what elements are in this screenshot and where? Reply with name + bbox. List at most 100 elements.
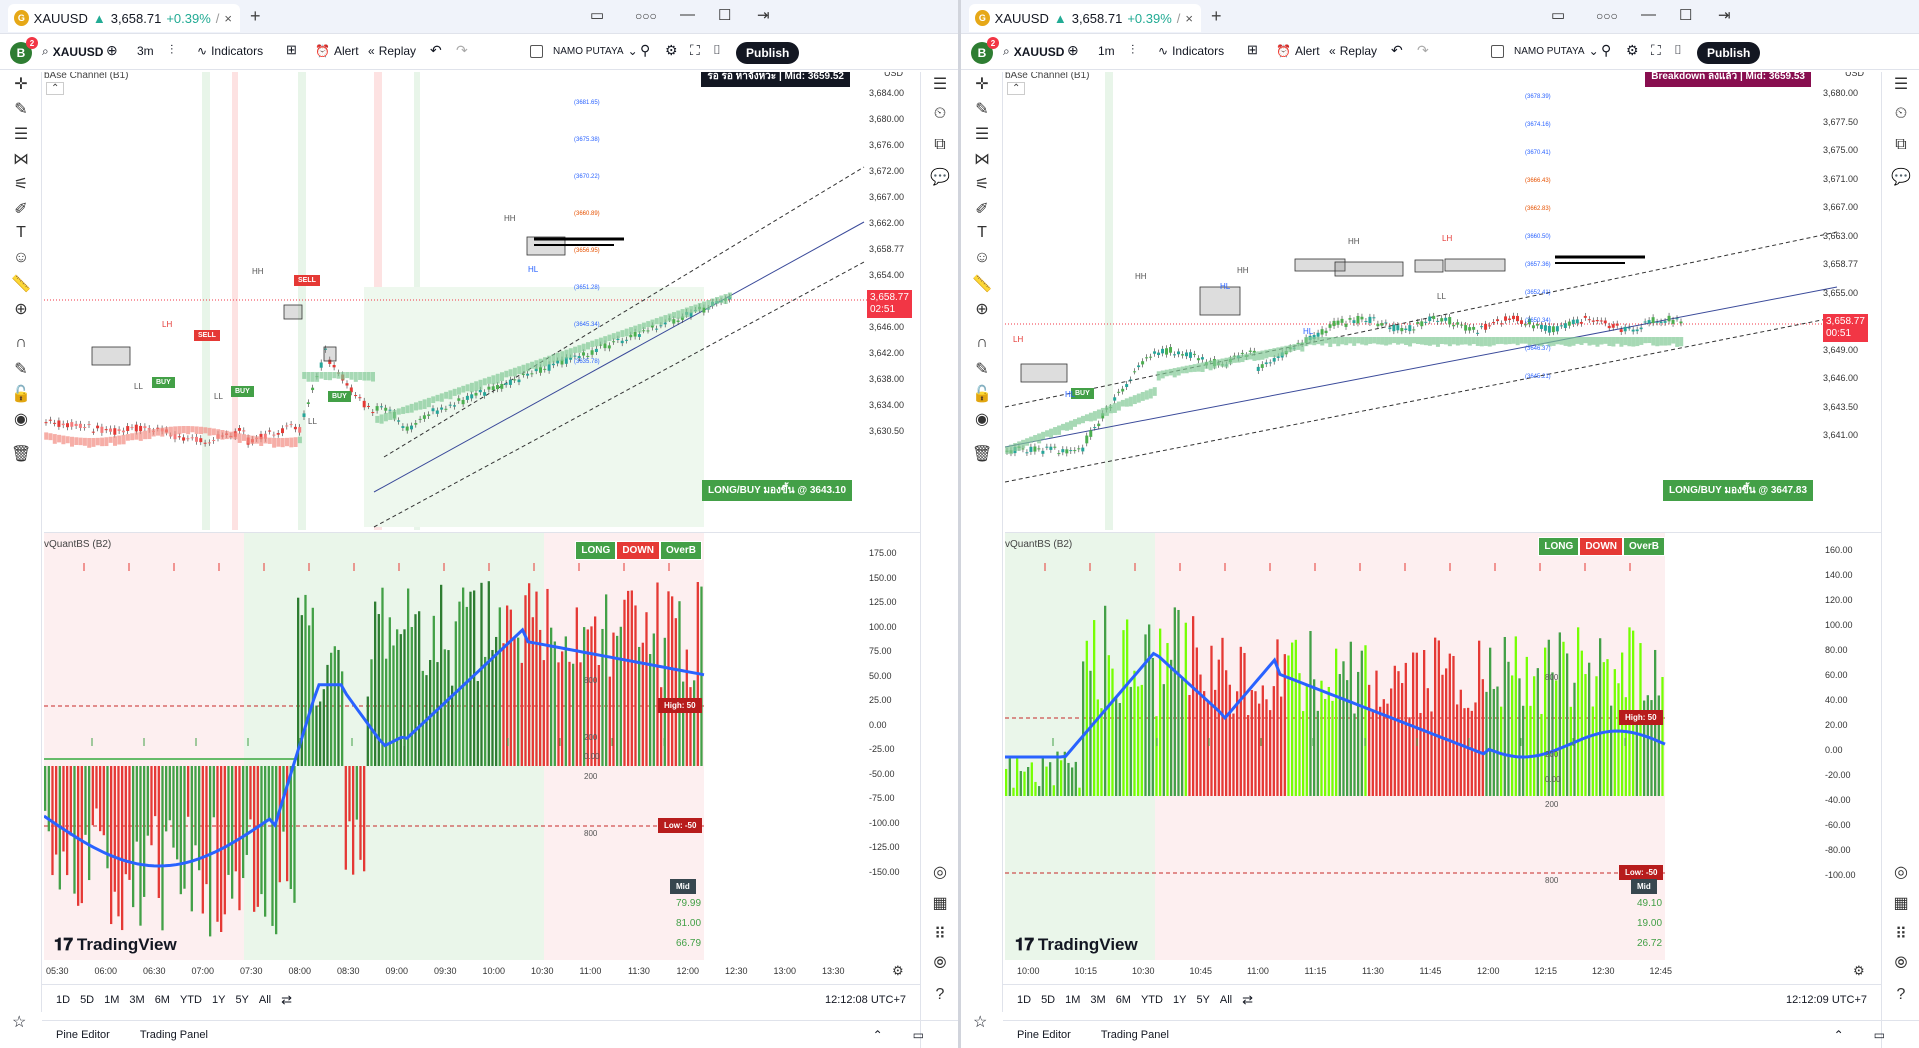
target-icon[interactable]: ◎ — [933, 864, 947, 881]
crosshair-icon[interactable]: ✛ — [975, 76, 989, 93]
quick-search-icon[interactable]: ⚲ — [640, 42, 651, 58]
range-button[interactable]: All — [258, 993, 272, 1006]
replay-button[interactable]: «Replay — [368, 44, 416, 58]
help-icon[interactable]: ? — [1896, 986, 1906, 1003]
fullscreen-icon[interactable]: ⛶ — [690, 42, 700, 58]
screen-icon[interactable]: ▭ — [590, 7, 605, 24]
range-button[interactable]: 3M — [1090, 993, 1106, 1006]
chat-icon[interactable]: 💬 — [930, 169, 950, 186]
trash-icon[interactable]: 🗑 — [972, 446, 993, 463]
settings-icon[interactable]: ⚙ — [1626, 42, 1639, 58]
undo-icon[interactable]: ↶ — [1391, 42, 1403, 58]
calendar-icon[interactable]: ▦ — [932, 895, 948, 912]
range-button[interactable]: All — [1219, 993, 1233, 1006]
screen-icon[interactable]: ▭ — [1551, 7, 1566, 24]
trend-line-icon[interactable]: ✎ — [975, 101, 989, 118]
date-range-icon[interactable]: ⇄ — [1242, 991, 1254, 1007]
collapse-chevron-icon[interactable]: ⌃ — [46, 82, 65, 95]
alert-button[interactable]: ⏰ Alert — [1276, 44, 1320, 58]
range-button[interactable]: YTD — [1140, 993, 1163, 1006]
axis-settings-icon[interactable]: ⚙ — [892, 963, 904, 978]
clock-icon[interactable]: ⏲ — [933, 105, 947, 122]
tab-close-icon[interactable]: × — [1185, 10, 1193, 26]
collapse-panel-icon[interactable]: ⌃ — [872, 1027, 883, 1042]
fib-icon[interactable]: ☰ — [13, 126, 29, 143]
broadcast-icon[interactable]: ⦾ — [1894, 955, 1908, 972]
range-button[interactable]: 5D — [1041, 993, 1056, 1006]
redo-icon[interactable]: ↷ — [1417, 42, 1429, 58]
snapshot-icon[interactable]: ⌷ — [1674, 42, 1682, 57]
brush-icon[interactable]: ✐ — [14, 201, 28, 218]
layout-selector[interactable]: NAMO PUTAYA ⌄ — [530, 44, 638, 58]
apps-icon[interactable]: ⠿ — [934, 926, 946, 943]
compare-add-icon[interactable]: ⊕ — [1067, 42, 1079, 58]
watchlist-icon[interactable]: ☰ — [932, 76, 948, 93]
range-button[interactable]: 1M — [104, 993, 120, 1006]
magnet-icon[interactable]: ∩ — [15, 334, 27, 351]
crosshair-icon[interactable]: ✛ — [14, 76, 28, 93]
range-button[interactable]: YTD — [179, 993, 202, 1006]
lock-drawings-icon[interactable]: ✎ — [14, 361, 28, 378]
layout-checkbox[interactable] — [1491, 44, 1504, 58]
target-icon[interactable]: ◎ — [1894, 864, 1908, 881]
help-icon[interactable]: ? — [935, 986, 945, 1003]
brush-icon[interactable]: ✐ — [975, 201, 989, 218]
clock-icon[interactable]: ⏲ — [1894, 105, 1908, 122]
emoji-icon[interactable]: ☺ — [12, 249, 30, 266]
range-button[interactable]: 5D — [80, 993, 95, 1006]
ruler-icon[interactable]: 📏 — [972, 276, 992, 293]
text-icon[interactable]: T — [977, 224, 987, 241]
maximize-icon[interactable]: ☐ — [718, 7, 732, 24]
lock-icon[interactable]: 🔓 — [11, 386, 31, 403]
undo-icon[interactable]: ↶ — [430, 42, 442, 58]
layers-icon[interactable]: ⧉ — [1895, 136, 1907, 153]
pattern-icon[interactable]: ⋈ — [13, 151, 29, 168]
footer-tab[interactable]: Trading Panel — [1100, 1028, 1169, 1041]
browser-tab[interactable]: G XAUUSD ▲ 3,658.71 +0.39% / × — [969, 4, 1201, 32]
new-tab-icon[interactable]: + — [1211, 6, 1222, 26]
range-button[interactable]: 1M — [1065, 993, 1081, 1006]
publish-button[interactable]: Publish — [1697, 42, 1761, 64]
axis-settings-icon[interactable]: ⚙ — [1853, 963, 1865, 978]
date-range-icon[interactable]: ⇄ — [281, 991, 293, 1007]
lock-icon[interactable]: 🔓 — [972, 386, 992, 403]
tab-close-icon[interactable]: × — [224, 10, 232, 26]
maximize-panel-icon[interactable]: ▭ — [1873, 1027, 1885, 1042]
emoji-icon[interactable]: ☺ — [973, 249, 991, 266]
compare-add-icon[interactable]: ⊕ — [106, 42, 118, 58]
more-icon[interactable]: ○○○ — [635, 9, 657, 23]
browser-tab[interactable]: G XAUUSD ▲ 3,658.71 +0.39% / × — [8, 4, 240, 32]
minimize-icon[interactable]: — — [680, 6, 695, 23]
fib-icon[interactable]: ☰ — [974, 126, 990, 143]
range-button[interactable]: 6M — [154, 993, 170, 1006]
indicators-button[interactable]: ∿ Indicators — [1158, 44, 1224, 58]
bar-style-icon[interactable]: ⫶ — [170, 42, 174, 57]
layout-selector[interactable]: NAMO PUTAYA ⌄ — [1491, 44, 1599, 58]
magnet-icon[interactable]: ∩ — [976, 334, 988, 351]
replay-button[interactable]: «Replay — [1329, 44, 1377, 58]
templates-icon[interactable]: ⊞ — [286, 42, 297, 57]
range-button[interactable]: 1D — [1017, 993, 1032, 1006]
layout-checkbox[interactable] — [530, 44, 543, 58]
maximize-panel-icon[interactable]: ▭ — [912, 1027, 924, 1042]
snapshot-icon[interactable]: ⌷ — [713, 42, 721, 57]
ruler-icon[interactable]: 📏 — [11, 276, 31, 293]
redo-icon[interactable]: ↷ — [456, 42, 468, 58]
zoom-icon[interactable]: ⊕ — [14, 301, 28, 318]
text-icon[interactable]: T — [16, 224, 26, 241]
pattern-icon[interactable]: ⋈ — [974, 151, 990, 168]
more-icon[interactable]: ○○○ — [1596, 9, 1618, 23]
favorite-star-icon[interactable]: ☆ — [12, 1014, 27, 1031]
publish-button[interactable]: Publish — [736, 42, 800, 64]
range-button[interactable]: 1Y — [211, 993, 226, 1006]
range-button[interactable]: 1Y — [1172, 993, 1187, 1006]
footer-tab[interactable]: Pine Editor — [1017, 1028, 1071, 1041]
watchlist-icon[interactable]: ☰ — [1893, 76, 1909, 93]
exit-icon[interactable]: ⇥ — [757, 7, 770, 24]
footer-tab[interactable]: Pine Editor — [56, 1028, 110, 1041]
collapse-panel-icon[interactable]: ⌃ — [1833, 1027, 1844, 1042]
